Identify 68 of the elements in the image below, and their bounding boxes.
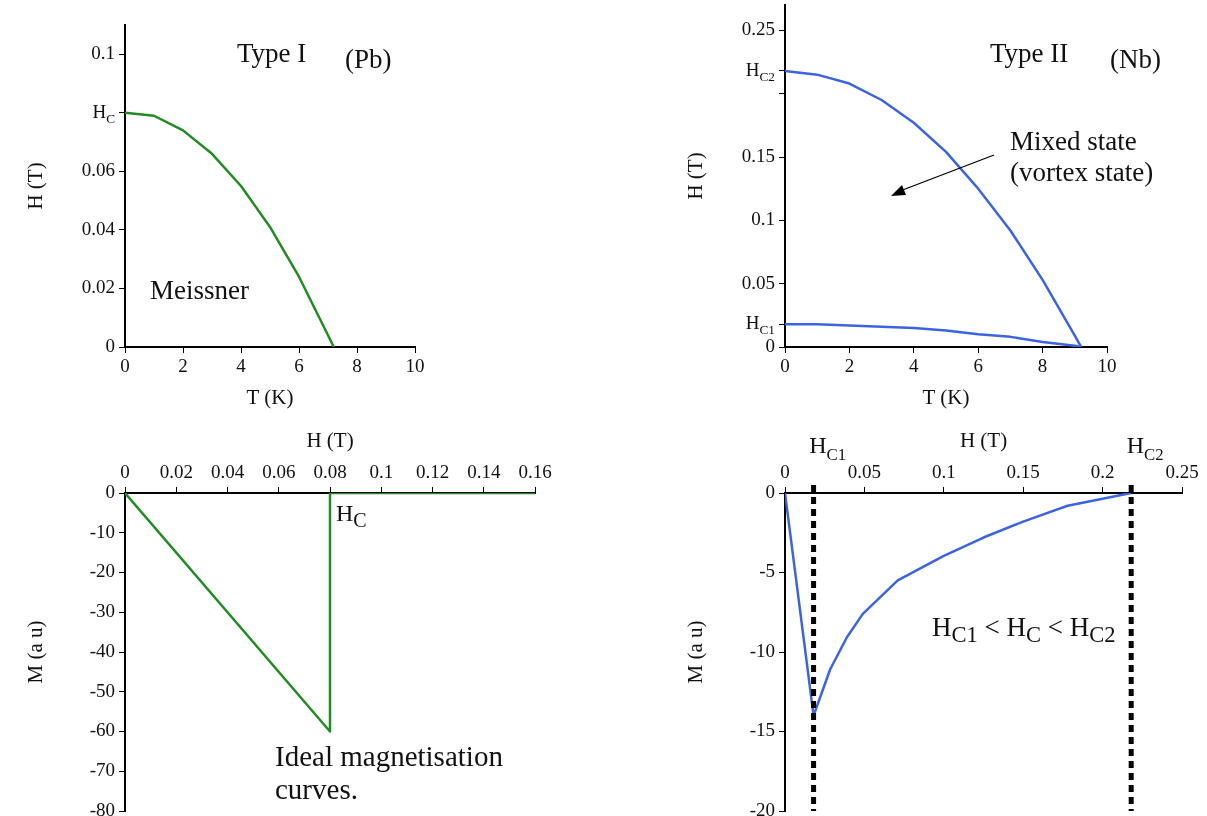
y-tick-label: -70 xyxy=(89,759,115,781)
x-tick-label: 0.02 xyxy=(159,460,193,482)
x-axis-title: T (K) xyxy=(246,384,294,409)
y-tick-label: -30 xyxy=(89,600,115,622)
x-axis-title: H (T) xyxy=(306,428,354,453)
x-tick-label: 0.14 xyxy=(467,460,501,482)
annotation: H$_{C1}$ < H$_{C}$ < H$_{C2}$ xyxy=(932,612,1116,649)
y-tick-label: 0.05 xyxy=(741,271,775,293)
x-tick-label: 0.1 xyxy=(369,460,394,482)
x-tick-label: 0.16 xyxy=(518,460,552,482)
y-tick-label: 0.25 xyxy=(741,18,775,40)
y-tick-label: 0 xyxy=(105,334,115,356)
x-tick-label: 0.05 xyxy=(847,460,882,482)
annotation: Meissner xyxy=(150,275,249,307)
y-axis-title: H (T) xyxy=(23,162,48,210)
x-axis-title: H (T) xyxy=(959,428,1008,453)
annotation: (Pb) xyxy=(345,44,392,76)
x-tick-label: 0 xyxy=(120,355,130,377)
x-tick-label: 6 xyxy=(973,355,983,377)
y-tick-label: 0.02 xyxy=(81,276,115,298)
annotation: Type I xyxy=(237,38,307,70)
y-tick-label: -15 xyxy=(749,719,775,741)
x-tick-label: 0.12 xyxy=(415,460,450,482)
y-tick-label: -80 xyxy=(89,798,115,816)
x-tick-label: 0.06 xyxy=(262,460,296,482)
x-tick-label: 10 xyxy=(405,355,425,377)
x-tick-label: 0.15 xyxy=(1006,460,1040,482)
y-tick-label: 0.1 xyxy=(91,42,115,64)
x-tick-label: 8 xyxy=(352,355,362,377)
text: (Nb) xyxy=(1110,44,1161,76)
x-tick-label: 0.2 xyxy=(1090,460,1115,482)
y-tick-label: 0.04 xyxy=(81,217,116,239)
y-tick-label: -60 xyxy=(89,719,115,741)
annotation: Mixed state (vortex state) xyxy=(1010,126,1154,189)
x-tick-label: 0 xyxy=(120,460,130,482)
y-tick-label: -10 xyxy=(89,520,115,542)
y-tick-label: 0 xyxy=(765,480,775,502)
x-tick-label: 0 xyxy=(780,460,790,482)
y-tick-label: -20 xyxy=(89,560,115,582)
y-tick-label: -50 xyxy=(89,679,115,701)
y-axis-title: M (a u) xyxy=(683,620,708,684)
x-tick-label: 0.08 xyxy=(313,460,347,482)
annotation: H$_{C}$ xyxy=(336,500,367,532)
y-tick-label: -20 xyxy=(749,798,775,816)
y-axis-title: H (T) xyxy=(683,152,708,200)
x-tick-label: 10 xyxy=(1097,355,1117,377)
x-tick-label: 0.04 xyxy=(210,460,245,482)
annotation: Ideal magnetisation curves. xyxy=(275,740,504,807)
y-tick-label: 0 xyxy=(105,480,115,502)
y-tick-label: 0.1 xyxy=(751,208,775,230)
x-tick-label: 2 xyxy=(844,355,855,377)
y-tick-label: -40 xyxy=(89,639,115,661)
y-tick-label: 0.06 xyxy=(81,159,115,181)
y-tick-label: -5 xyxy=(759,560,775,582)
x-tick-label: 2 xyxy=(178,355,188,377)
x-tick-label: 6 xyxy=(294,355,304,377)
y-tick-label: 0.15 xyxy=(741,144,775,166)
y-tick-label: 0 xyxy=(765,334,775,356)
x-tick-label: 8 xyxy=(1037,355,1048,377)
y-axis-title: M (a u) xyxy=(23,620,48,684)
x-tick-label: 0.25 xyxy=(1165,460,1199,482)
x-tick-label: 4 xyxy=(236,355,247,377)
x-tick-label: 0.1 xyxy=(931,460,956,482)
x-axis-title: T (K) xyxy=(922,384,970,409)
x-tick-label: 0 xyxy=(780,355,790,377)
x-tick-label: 4 xyxy=(909,355,920,377)
annotation: Type II xyxy=(990,38,1069,70)
y-tick-label: -10 xyxy=(749,639,775,661)
